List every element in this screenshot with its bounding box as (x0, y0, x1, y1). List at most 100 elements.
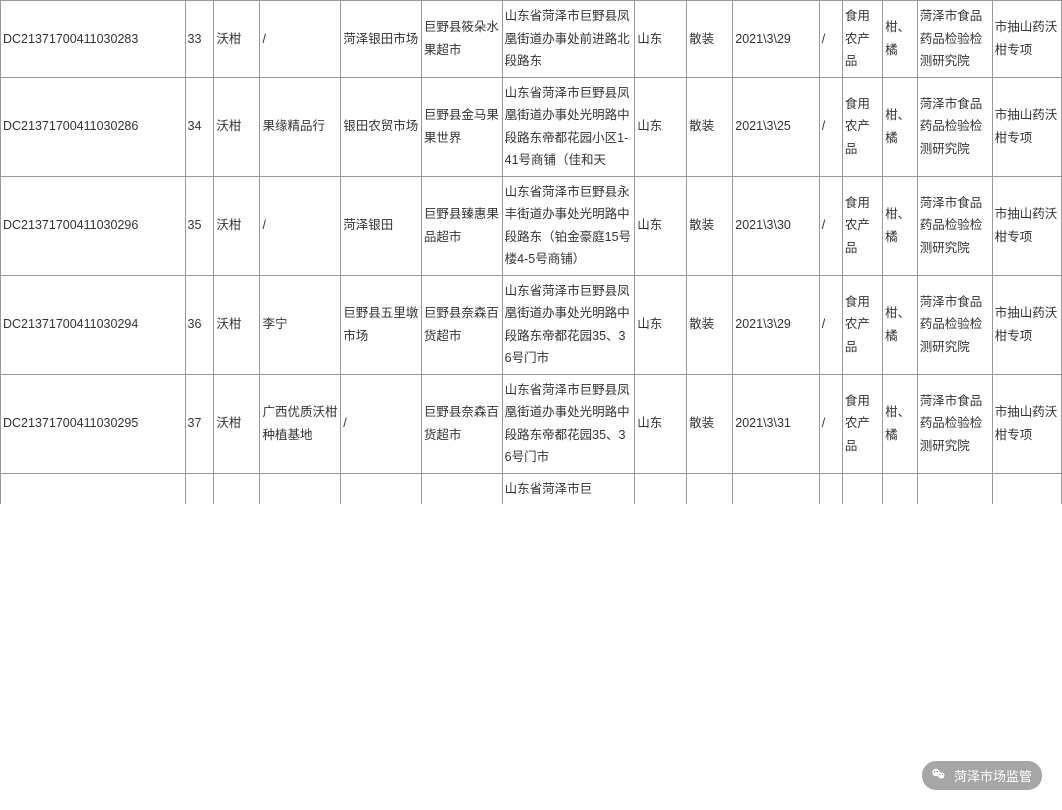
table-cell: 食用农产品 (842, 1, 882, 78)
table-cell: 散装 (687, 1, 733, 78)
table-cell: 柑、橘 (883, 275, 918, 374)
table-row: DC2137170041103028333沃柑/菏泽银田市场巨野县筱朵水果超市山… (1, 1, 1062, 78)
table-cell: / (819, 77, 842, 176)
table-cell: 山东省菏泽市巨 (502, 473, 635, 504)
table-cell: 山东 (635, 374, 687, 473)
table-cell: 沃柑 (214, 374, 260, 473)
table-cell: 37 (185, 374, 214, 473)
table-cell: 散装 (687, 275, 733, 374)
table-cell: 广西优质沃柑种植基地 (260, 374, 341, 473)
table-cell: 果缘精品行 (260, 77, 341, 176)
table-cell (1, 473, 186, 504)
table-cell: 柑、橘 (883, 1, 918, 78)
table-cell: 菏泽银田 (341, 176, 422, 275)
table-row: 山东省菏泽市巨 (1, 473, 1062, 504)
table-cell: 2021\3\29 (733, 275, 819, 374)
table-cell: 散装 (687, 176, 733, 275)
table-cell: DC21371700411030296 (1, 176, 186, 275)
table-cell (733, 473, 819, 504)
table-cell: 菏泽市食品药品检验检测研究院 (917, 275, 992, 374)
table-cell (917, 473, 992, 504)
table-cell: 食用农产品 (842, 275, 882, 374)
table-cell: 巨野县臻惠果品超市 (421, 176, 502, 275)
table-cell: 食用农产品 (842, 176, 882, 275)
table-cell: 巨野县筱朵水果超市 (421, 1, 502, 78)
table-cell: 沃柑 (214, 77, 260, 176)
table-cell: 2021\3\25 (733, 77, 819, 176)
table-cell: 沃柑 (214, 275, 260, 374)
table-cell: 柑、橘 (883, 77, 918, 176)
table-cell: 散装 (687, 77, 733, 176)
table-row: DC2137170041103029635沃柑/菏泽银田巨野县臻惠果品超市山东省… (1, 176, 1062, 275)
table-cell: 巨野县金马果果世界 (421, 77, 502, 176)
table-cell: 33 (185, 1, 214, 78)
table-cell (185, 473, 214, 504)
table-cell (214, 473, 260, 504)
table-cell: 34 (185, 77, 214, 176)
table-cell: 李宁 (260, 275, 341, 374)
watermark-label: 菏泽市场监管 (954, 766, 1032, 785)
table-cell (687, 473, 733, 504)
table-cell: 市抽山药沃柑专项 (992, 275, 1061, 374)
table-cell (883, 473, 918, 504)
table-row: DC2137170041103028634沃柑果缘精品行银田农贸市场巨野县金马果… (1, 77, 1062, 176)
table-cell: / (819, 176, 842, 275)
table-cell (842, 473, 882, 504)
table-cell: DC21371700411030295 (1, 374, 186, 473)
table-cell: 巨野县奈森百货超市 (421, 275, 502, 374)
table-cell: 2021\3\29 (733, 1, 819, 78)
table-cell (421, 473, 502, 504)
table-cell: 菏泽银田市场 (341, 1, 422, 78)
table-cell: 银田农贸市场 (341, 77, 422, 176)
table-cell: DC21371700411030283 (1, 1, 186, 78)
table-cell: 市抽山药沃柑专项 (992, 374, 1061, 473)
table-row: DC2137170041103029537沃柑广西优质沃柑种植基地/巨野县奈森百… (1, 374, 1062, 473)
table-cell: 山东 (635, 1, 687, 78)
wechat-icon (930, 765, 948, 786)
table-cell: 36 (185, 275, 214, 374)
table-cell: 市抽山药沃柑专项 (992, 176, 1061, 275)
table-cell: / (819, 275, 842, 374)
table-cell: 2021\3\30 (733, 176, 819, 275)
table-cell: 35 (185, 176, 214, 275)
table-cell: 山东省菏泽市巨野县凤凰街道办事处光明路中段路东帝都花园35、36号门市 (502, 374, 635, 473)
table-cell: 市抽山药沃柑专项 (992, 77, 1061, 176)
table-row: DC2137170041103029436沃柑李宁巨野县五里墩市场巨野县奈森百货… (1, 275, 1062, 374)
table-cell: 散装 (687, 374, 733, 473)
table-cell: 沃柑 (214, 176, 260, 275)
table-cell (260, 473, 341, 504)
table-cell: / (260, 1, 341, 78)
table-cell (819, 473, 842, 504)
table-cell: 菏泽市食品药品检验检测研究院 (917, 77, 992, 176)
table-cell: / (819, 374, 842, 473)
table-cell: 2021\3\31 (733, 374, 819, 473)
table-cell: 山东 (635, 176, 687, 275)
table-cell: 沃柑 (214, 1, 260, 78)
table-cell: 柑、橘 (883, 374, 918, 473)
table-cell: 巨野县五里墩市场 (341, 275, 422, 374)
table-cell: / (819, 1, 842, 78)
table-cell: / (260, 176, 341, 275)
table-cell: 山东省菏泽市巨野县永丰街道办事处光明路中段路东（铂金豪庭15号楼4-5号商铺） (502, 176, 635, 275)
table-cell: DC21371700411030294 (1, 275, 186, 374)
table-cell: 山东省菏泽市巨野县凤凰街道办事处光明路中段路东帝都花园35、36号门市 (502, 275, 635, 374)
table-cell: 山东 (635, 77, 687, 176)
table-cell: / (341, 374, 422, 473)
table-cell: 菏泽市食品药品检验检测研究院 (917, 1, 992, 78)
table-cell: 山东省菏泽市巨野县凤凰街道办事处光明路中段路东帝都花园小区1-41号商铺（佳和天 (502, 77, 635, 176)
table-cell (992, 473, 1061, 504)
table-cell: 市抽山药沃柑专项 (992, 1, 1061, 78)
table-cell: DC21371700411030286 (1, 77, 186, 176)
wechat-watermark: 菏泽市场监管 (922, 761, 1042, 790)
table-cell: 柑、橘 (883, 176, 918, 275)
inspection-table: DC2137170041103028333沃柑/菏泽银田市场巨野县筱朵水果超市山… (0, 0, 1062, 504)
table-cell: 菏泽市食品药品检验检测研究院 (917, 176, 992, 275)
table-cell: 山东 (635, 275, 687, 374)
table-cell: 食用农产品 (842, 77, 882, 176)
table-cell: 巨野县奈森百货超市 (421, 374, 502, 473)
table-cell: 山东省菏泽市巨野县凤凰街道办事处前进路北段路东 (502, 1, 635, 78)
table-cell: 食用农产品 (842, 374, 882, 473)
table-cell (635, 473, 687, 504)
table-cell: 菏泽市食品药品检验检测研究院 (917, 374, 992, 473)
table-cell (341, 473, 422, 504)
